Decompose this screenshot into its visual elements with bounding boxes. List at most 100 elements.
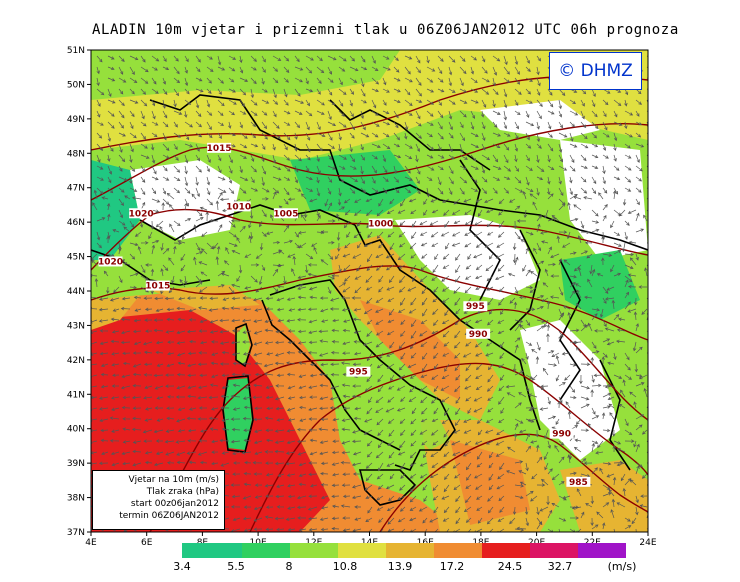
wind-arrow (481, 165, 486, 174)
wind-arrow (155, 340, 164, 345)
wind-arrow (243, 505, 252, 509)
wind-arrow (464, 385, 472, 390)
wind-arrow (99, 418, 109, 423)
wind-arrow (107, 176, 112, 184)
wind-arrow (635, 132, 642, 138)
wind-arrow (602, 204, 608, 211)
wind-arrow (467, 528, 472, 532)
wind-arrow (633, 401, 637, 409)
wind-arrow (547, 110, 555, 115)
wind-arrow (184, 217, 192, 222)
wind-arrow (443, 506, 450, 514)
wind-arrow (529, 286, 538, 293)
wind-arrow (352, 472, 361, 476)
wind-arrow (221, 306, 230, 311)
wind-arrow (239, 132, 248, 139)
wind-arrow (296, 505, 307, 510)
wind-arrow (154, 296, 164, 301)
wind-arrow (437, 187, 444, 195)
wind-arrow (144, 418, 153, 422)
wind-arrow (624, 525, 632, 530)
wind-arrow (613, 242, 622, 247)
wind-arrow (188, 308, 197, 313)
wind-arrow (308, 340, 318, 345)
wind-arrow (272, 66, 279, 72)
wind-arrow (573, 204, 582, 211)
colorbar-segment (482, 543, 530, 558)
wind-arrow (386, 286, 395, 291)
wind-arrow (422, 308, 428, 317)
wind-arrow (184, 176, 189, 187)
wind-arrow (187, 428, 197, 433)
isobar-label: 1015 (145, 280, 170, 292)
wind-arrow (283, 121, 291, 126)
wind-arrow (340, 504, 351, 508)
wind-arrow (486, 517, 494, 525)
wind-arrow (433, 363, 439, 370)
wind-arrow (367, 253, 373, 263)
wind-arrow (308, 385, 318, 389)
wind-arrow (569, 110, 579, 116)
wind-arrow (261, 88, 268, 93)
wind-arrow (481, 99, 487, 108)
wind-arrow (382, 132, 390, 138)
wind-arrow (338, 99, 344, 107)
wind-arrow (299, 405, 307, 410)
wind-arrow (228, 55, 237, 60)
wind-arrow (353, 451, 362, 456)
wind-arrow (389, 242, 395, 251)
wind-arrow (340, 460, 351, 465)
wind-arrow (398, 264, 406, 269)
wind-arrow (215, 200, 220, 211)
wind-arrow (283, 165, 291, 172)
wind-arrow (150, 143, 155, 151)
wind-arrow (318, 329, 329, 334)
wind-arrow (217, 55, 222, 66)
wind-arrow (118, 165, 123, 172)
wind-arrow (432, 308, 439, 316)
wind-arrow (498, 495, 505, 502)
wind-arrow (254, 483, 263, 487)
wind-arrow (238, 264, 243, 274)
wind-arrow (276, 373, 285, 378)
wind-arrow (525, 143, 532, 149)
wind-arrow (101, 196, 109, 200)
wind-arrow (342, 394, 351, 399)
wind-arrow (349, 77, 358, 83)
wind-arrow (342, 351, 351, 355)
wind-arrow (91, 259, 98, 266)
wind-arrow (445, 242, 450, 250)
wind-arrow (175, 440, 186, 444)
wind-arrow (505, 385, 516, 389)
wind-arrow (299, 242, 307, 248)
wind-arrow (635, 110, 640, 117)
wind-arrow (536, 260, 545, 266)
wind-arrow (283, 224, 290, 233)
wind-arrow (441, 275, 450, 282)
wind-arrow (118, 77, 127, 83)
wind-arrow (525, 165, 533, 171)
wind-arrow (177, 352, 186, 357)
wind-arrow (336, 231, 341, 241)
legend-box: Vjetar na 10m (m/s) Tlak zraka (hPa) sta… (92, 470, 225, 530)
wind-arrow (476, 495, 483, 500)
wind-arrow (244, 385, 252, 389)
wind-arrow (206, 132, 213, 139)
wind-arrow (365, 495, 373, 500)
wind-arrow (195, 250, 204, 255)
wind-arrow (228, 110, 236, 116)
wind-arrow (217, 132, 222, 139)
wind-arrow (496, 242, 505, 248)
wind-arrow (475, 374, 483, 379)
wind-arrow (220, 394, 230, 399)
wind-arrow (272, 176, 282, 181)
wind-arrow (454, 385, 461, 393)
wind-arrow (602, 143, 607, 151)
wind-arrow (437, 165, 444, 171)
wind-arrow (431, 330, 439, 335)
wind-arrow (585, 503, 593, 508)
wind-arrow (409, 451, 417, 459)
wind-arrow (261, 154, 265, 163)
wind-arrow (437, 143, 442, 151)
wind-arrow (162, 55, 167, 63)
